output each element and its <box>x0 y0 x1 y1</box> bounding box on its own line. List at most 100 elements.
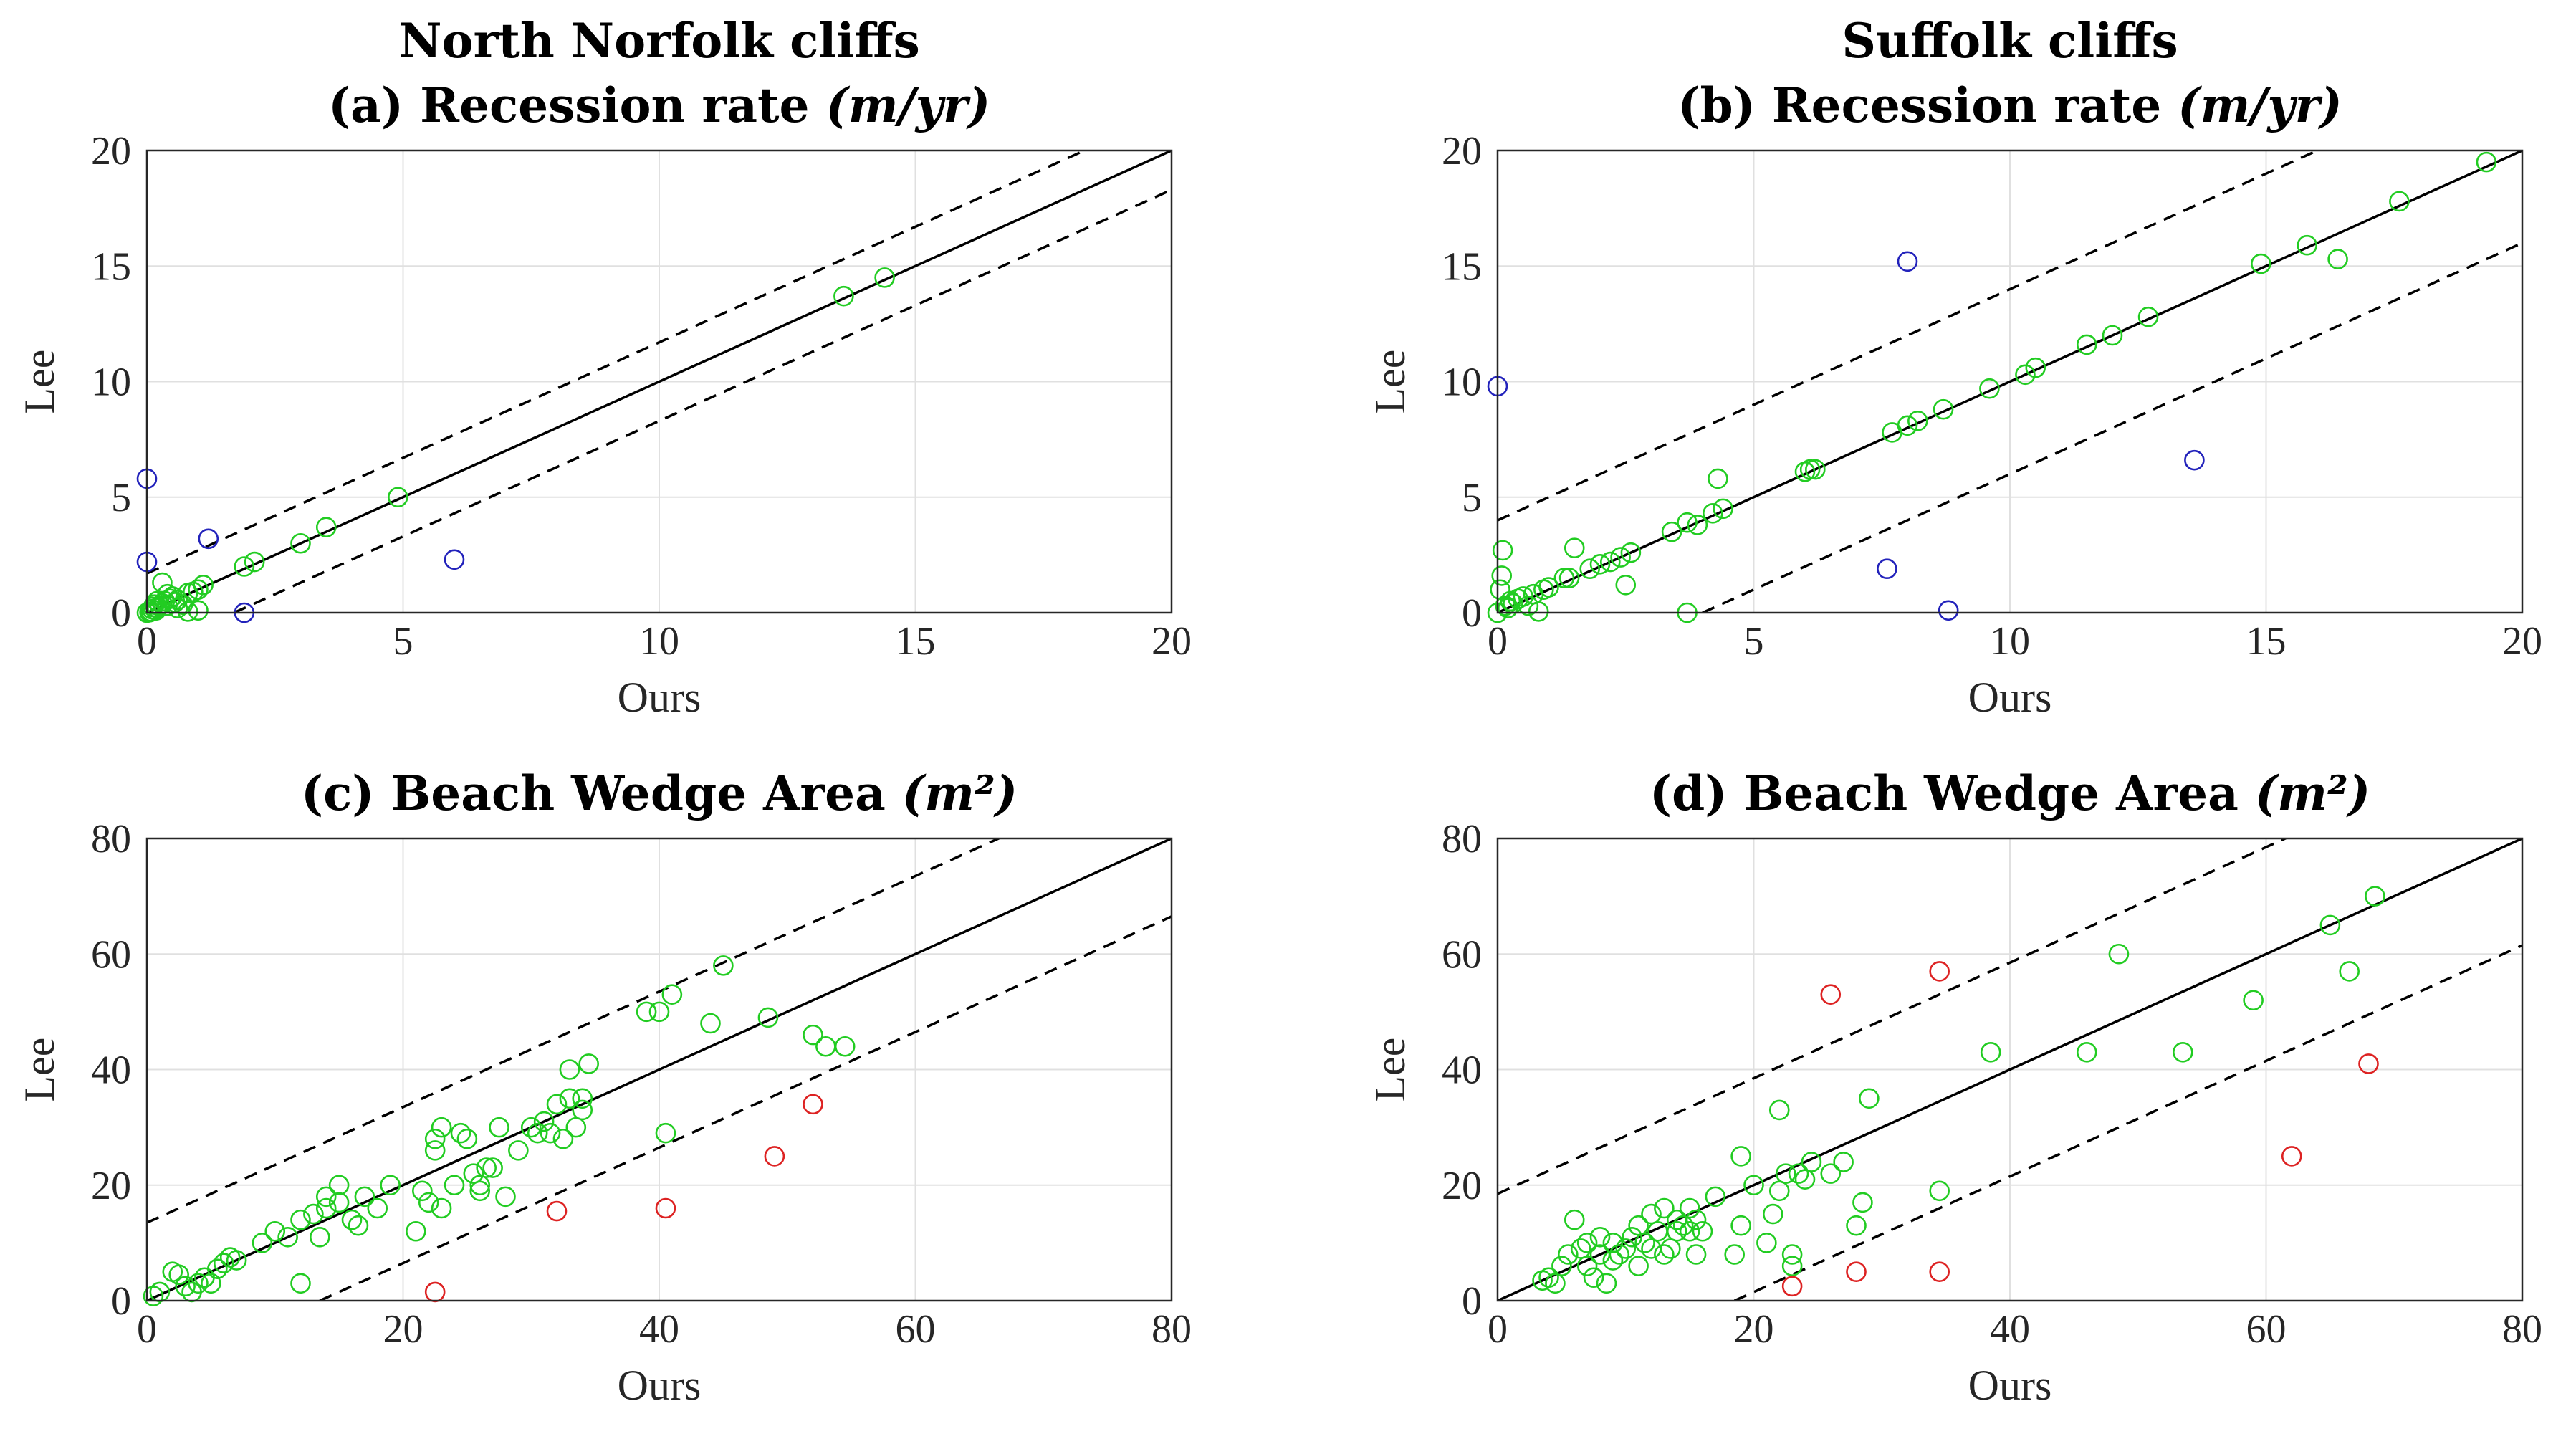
data-point-green <box>1679 1220 1700 1242</box>
data-point-green <box>1620 542 1642 563</box>
data-point-green <box>1654 1197 1675 1219</box>
data-point-green <box>1583 1267 1604 1288</box>
data-point-green <box>2076 1042 2097 1063</box>
panel-a-north-norfolk-recession: North Norfolk cliffs (a) Recession rate (… <box>16 13 1192 721</box>
data-point-green <box>1801 1152 1822 1172</box>
data-point-green <box>1907 411 1928 431</box>
data-point-green <box>354 1186 375 1208</box>
data-point-green <box>874 267 895 288</box>
x-tick-label: 40 <box>1990 1307 2030 1352</box>
data-point-green <box>431 1117 452 1138</box>
subtitle-text: (b) Recession rate <box>1677 77 2178 133</box>
chart-subtitle: (d) Beach Wedge Area (m²) <box>1649 765 2370 821</box>
data-point-green <box>540 1122 561 1144</box>
lower-bound-line <box>1733 944 2522 1301</box>
data-point-green <box>1518 596 1539 616</box>
data-point-green <box>424 1128 446 1149</box>
y-tick-label: 20 <box>1442 129 1482 173</box>
data-point-green <box>367 1197 388 1219</box>
subtitle-text: (a) Recession rate <box>328 77 826 133</box>
data-point-green <box>1589 553 1611 575</box>
lower-bound-line <box>233 188 1172 613</box>
data-point-red <box>1929 961 1950 982</box>
data-point-green <box>1730 1215 1751 1236</box>
data-point-green <box>1641 1203 1662 1225</box>
identity-line <box>147 150 1172 613</box>
data-point-green <box>1538 577 1559 598</box>
data-point-green <box>207 1258 228 1279</box>
data-point-green <box>147 590 168 612</box>
subtitle-text: (c) Beach Wedge Area <box>301 765 902 821</box>
data-point-green <box>328 1192 350 1213</box>
data-point-green <box>201 1273 221 1294</box>
data-point-green <box>1708 468 1728 489</box>
data-point-green <box>456 1128 478 1149</box>
data-point-green <box>226 1250 247 1271</box>
data-point-green <box>476 1157 497 1178</box>
data-point-green <box>2173 1042 2193 1063</box>
data-point-green <box>1730 1146 1751 1167</box>
data-point-green <box>2251 253 2271 274</box>
x-tick-label: 0 <box>137 1307 157 1352</box>
data-point-green <box>1596 1273 1617 1294</box>
data-point-green <box>1703 503 1723 524</box>
subtitle-unit: (m²) <box>2255 765 2370 821</box>
data-point-green <box>559 1088 580 1109</box>
data-point-green <box>1615 574 1637 596</box>
data-point-green <box>648 1001 670 1023</box>
data-point-green <box>310 1227 330 1248</box>
axes-box <box>1496 149 2524 614</box>
data-point-green <box>713 955 734 976</box>
x-tick-label: 20 <box>2502 619 2542 664</box>
data-point-red <box>764 1146 785 1167</box>
data-point-green <box>2389 191 2410 212</box>
data-point-green <box>559 1059 580 1080</box>
data-point-green <box>1628 1215 1649 1236</box>
data-point-green <box>1897 415 1918 436</box>
data-point-green <box>406 1220 426 1242</box>
data-point-green <box>1929 1180 1950 1202</box>
data-point-green <box>1859 1088 1880 1109</box>
data-point-green <box>143 1286 164 1306</box>
upper-bound-line <box>147 838 1002 1224</box>
data-point-green <box>1833 1152 1854 1172</box>
identity-line <box>147 838 1172 1301</box>
chart-subtitle: (a) Recession rate (m/yr) <box>328 77 990 133</box>
data-point-green <box>1628 1256 1649 1276</box>
data-point-green <box>2297 234 2317 256</box>
data-point-green <box>2476 151 2497 173</box>
upper-bound-line <box>1498 838 2289 1195</box>
upper-bound-line <box>147 150 1088 575</box>
data-point-green <box>469 1180 491 1202</box>
lower-bound-line <box>1702 242 2522 613</box>
data-point-green <box>1609 1244 1630 1265</box>
data-point-blue <box>2184 449 2205 471</box>
y-tick-label: 60 <box>91 932 131 977</box>
subtitle-text: (d) Beach Wedge Area <box>1649 765 2255 821</box>
chart-subtitle: (c) Beach Wedge Area (m²) <box>301 765 1018 821</box>
y-tick-label: 20 <box>91 129 131 173</box>
data-point-green <box>757 1007 779 1028</box>
x-tick-label: 5 <box>393 619 413 664</box>
data-point-green <box>2015 364 2036 386</box>
data-point-green <box>1781 1244 1803 1265</box>
data-point-green <box>1677 512 1698 533</box>
x-tick-label: 10 <box>639 619 679 664</box>
data-point-green <box>412 1180 433 1202</box>
data-point-green <box>1495 596 1516 616</box>
y-tick-label: 20 <box>1442 1164 1482 1208</box>
data-point-green <box>469 1175 491 1196</box>
data-point-green <box>1615 1238 1637 1259</box>
data-point-green <box>348 1215 369 1236</box>
y-tick-label: 5 <box>1462 476 1482 520</box>
data-point-green <box>2365 886 2385 907</box>
data-point-green <box>1756 1233 1777 1253</box>
data-point-green <box>1570 1238 1591 1259</box>
data-point-green <box>565 1117 587 1138</box>
data-point-green <box>175 1276 196 1297</box>
data-point-green <box>1705 1186 1726 1208</box>
data-point-red <box>2358 1053 2379 1074</box>
x-tick-label: 60 <box>896 1307 936 1352</box>
data-point-green <box>1799 459 1821 480</box>
data-point-green <box>1805 459 1826 480</box>
